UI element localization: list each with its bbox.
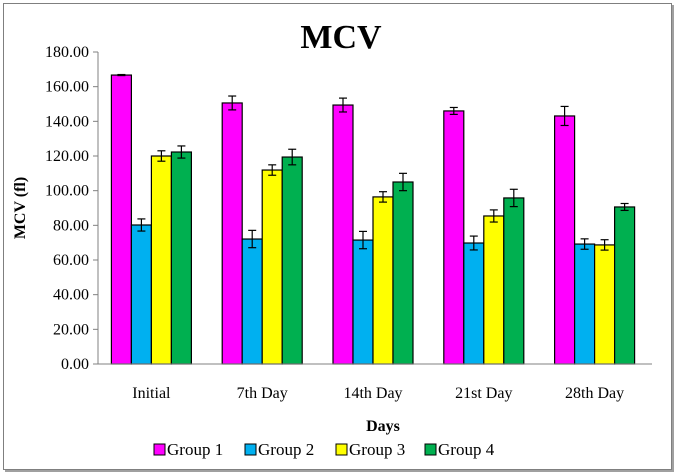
bar-group-4 xyxy=(613,206,636,365)
bar-group-1 xyxy=(443,110,465,365)
bar-group-4 xyxy=(281,156,303,365)
y-tick-label: 80.00 xyxy=(53,217,89,234)
bar-group-4 xyxy=(503,197,525,365)
x-tick-label: 21st Day xyxy=(455,385,512,402)
x-axis-labels: Initial 7th Day 14th Day 21st Day 28th Day xyxy=(132,385,624,402)
bar-group-2 xyxy=(463,242,485,365)
legend-label: Group 3 xyxy=(349,440,405,459)
bar-group-3 xyxy=(372,196,394,365)
legend-swatch xyxy=(335,443,348,456)
y-axis-ticks: 0.00 20.00 40.00 60.00 80.00 100.00 120.00 140.… xyxy=(45,44,98,373)
y-tick-label: 100.00 xyxy=(45,183,89,200)
y-tick-label: 160.00 xyxy=(45,79,89,96)
legend-swatch xyxy=(244,443,257,456)
legend-label: Group 2 xyxy=(258,440,314,459)
legend-swatch xyxy=(424,443,437,456)
bar-group-1 xyxy=(553,115,576,365)
bar-group-2 xyxy=(573,243,596,365)
bar-group-4 xyxy=(392,181,414,365)
y-tick-label: 60.00 xyxy=(53,252,89,269)
bar-group-3 xyxy=(483,215,505,365)
x-tick-label: 28th Day xyxy=(565,385,624,402)
legend-label: Group 4 xyxy=(438,440,495,459)
bar-group-2 xyxy=(241,238,263,365)
legend-swatch xyxy=(153,443,166,456)
y-axis-title: MCV (fl) xyxy=(12,177,29,239)
legend-label: Group 1 xyxy=(167,440,223,459)
legend: Group 1 Group 2 Group 3 Group 4 xyxy=(153,440,495,459)
bars xyxy=(110,74,636,365)
chart-title: MCV xyxy=(300,19,382,56)
x-tick-label: 7th Day xyxy=(237,385,288,402)
bar-group-1 xyxy=(221,102,243,365)
x-tick-label: Initial xyxy=(132,385,171,402)
x-tick-label: 14th Day xyxy=(343,385,402,402)
bar-group-3 xyxy=(261,169,283,365)
x-axis-title: Days xyxy=(366,418,400,435)
bar-group-4 xyxy=(170,151,192,365)
y-tick-label: 40.00 xyxy=(53,287,89,304)
bar-group-2 xyxy=(130,224,152,365)
y-tick-label: 120.00 xyxy=(45,148,89,165)
y-tick-label: 180.00 xyxy=(45,44,89,61)
axes xyxy=(97,52,652,365)
y-tick-label: 0.00 xyxy=(61,356,89,373)
error-bars xyxy=(117,73,629,251)
bar-group-2 xyxy=(352,239,374,365)
bar-group-3 xyxy=(593,244,616,365)
bar-group-1 xyxy=(110,74,133,365)
y-tick-label: 140.00 xyxy=(45,113,89,130)
bar-group-1 xyxy=(332,104,354,365)
y-tick-label: 20.00 xyxy=(53,321,89,338)
bar-group-3 xyxy=(150,155,172,365)
